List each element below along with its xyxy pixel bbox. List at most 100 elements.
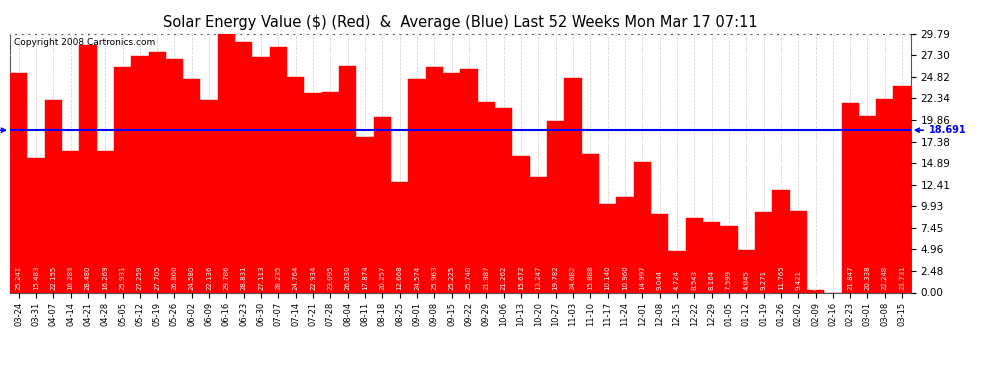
Text: 15.483: 15.483 [33, 266, 39, 290]
Bar [183, 79, 200, 292]
Text: 22.136: 22.136 [206, 266, 212, 290]
Text: 16.269: 16.269 [102, 265, 108, 290]
Bar [651, 214, 668, 292]
Text: 10.140: 10.140 [605, 265, 611, 290]
Text: 24.764: 24.764 [293, 266, 299, 290]
Text: 17.874: 17.874 [362, 265, 368, 290]
Text: 28.480: 28.480 [85, 266, 91, 290]
Bar [356, 137, 374, 292]
Bar [339, 66, 356, 292]
Bar [252, 57, 269, 292]
Bar [530, 177, 547, 292]
Bar [495, 108, 513, 292]
Text: 9.421: 9.421 [795, 270, 801, 290]
Text: 25.225: 25.225 [448, 266, 454, 290]
Text: 29.786: 29.786 [224, 265, 230, 290]
Text: 26.030: 26.030 [345, 265, 350, 290]
Text: 23.095: 23.095 [328, 266, 334, 290]
Bar [547, 121, 564, 292]
Text: 23.731: 23.731 [899, 265, 905, 290]
Text: 4.724: 4.724 [674, 270, 680, 290]
Bar [166, 59, 183, 292]
Text: 27.259: 27.259 [137, 266, 143, 290]
Bar [45, 100, 62, 292]
Bar [131, 56, 148, 292]
Bar [287, 77, 305, 292]
Bar [738, 251, 755, 292]
Bar [859, 116, 876, 292]
Bar [269, 47, 287, 292]
Bar [97, 151, 114, 292]
Bar [790, 211, 807, 292]
Bar [721, 226, 738, 292]
Bar [218, 34, 236, 292]
Text: 21.262: 21.262 [501, 266, 507, 290]
Text: 21.847: 21.847 [847, 266, 853, 290]
Text: 0.000: 0.000 [830, 270, 836, 290]
Text: 4.845: 4.845 [743, 270, 749, 290]
Bar [444, 74, 460, 292]
Text: 18.691: 18.691 [0, 125, 5, 135]
Text: 25.931: 25.931 [120, 266, 126, 290]
Text: 11.765: 11.765 [778, 265, 784, 290]
Bar [478, 102, 495, 292]
Bar [772, 190, 790, 292]
Bar [200, 100, 218, 292]
Text: 28.235: 28.235 [275, 266, 281, 290]
Text: 16.289: 16.289 [67, 265, 73, 290]
Text: 20.257: 20.257 [379, 266, 385, 290]
Bar [409, 79, 426, 292]
Bar [28, 158, 45, 292]
Bar [10, 73, 28, 292]
Text: 22.248: 22.248 [882, 266, 888, 290]
Text: 0.317: 0.317 [813, 270, 819, 290]
Text: 20.338: 20.338 [864, 265, 870, 290]
Text: 8.164: 8.164 [709, 270, 715, 290]
Text: 7.599: 7.599 [726, 270, 732, 290]
Title: Solar Energy Value ($) (Red)  &  Average (Blue) Last 52 Weeks Mon Mar 17 07:11: Solar Energy Value ($) (Red) & Average (… [163, 15, 757, 30]
Bar [668, 252, 686, 292]
Text: 9.044: 9.044 [656, 270, 662, 290]
Text: 15.888: 15.888 [587, 265, 593, 290]
Text: 24.682: 24.682 [570, 266, 576, 290]
Text: 28.831: 28.831 [241, 265, 247, 290]
Bar [599, 204, 616, 292]
Text: 24.574: 24.574 [414, 266, 420, 290]
Text: 22.155: 22.155 [50, 266, 56, 290]
Bar [148, 52, 166, 292]
Bar [755, 212, 772, 292]
Text: 14.997: 14.997 [640, 265, 645, 290]
Bar [703, 222, 721, 292]
Bar [894, 86, 911, 292]
Bar [236, 42, 252, 292]
Bar [426, 67, 444, 292]
Bar [305, 93, 322, 292]
Bar [62, 151, 79, 292]
Bar [807, 290, 825, 292]
Bar [322, 92, 339, 292]
Bar [876, 99, 894, 292]
Bar [391, 183, 409, 292]
Bar [114, 67, 131, 292]
Text: 10.960: 10.960 [622, 265, 628, 290]
Text: 19.782: 19.782 [552, 265, 558, 290]
Bar [374, 117, 391, 292]
Text: 25.740: 25.740 [466, 266, 472, 290]
Text: 24.580: 24.580 [189, 266, 195, 290]
Bar [460, 69, 478, 292]
Bar [79, 45, 97, 292]
Text: 21.987: 21.987 [483, 265, 489, 290]
Bar [686, 218, 703, 292]
Bar [513, 156, 530, 292]
Text: 18.691: 18.691 [916, 125, 966, 135]
Text: 27.113: 27.113 [258, 265, 264, 290]
Text: 15.672: 15.672 [518, 266, 524, 290]
Text: 9.271: 9.271 [760, 270, 766, 290]
Text: Copyright 2008 Cartronics.com: Copyright 2008 Cartronics.com [15, 38, 155, 46]
Text: 8.543: 8.543 [691, 270, 697, 290]
Text: 26.860: 26.860 [171, 265, 177, 290]
Bar [564, 78, 582, 292]
Text: 27.705: 27.705 [154, 266, 160, 290]
Bar [616, 197, 634, 292]
Bar [842, 103, 859, 292]
